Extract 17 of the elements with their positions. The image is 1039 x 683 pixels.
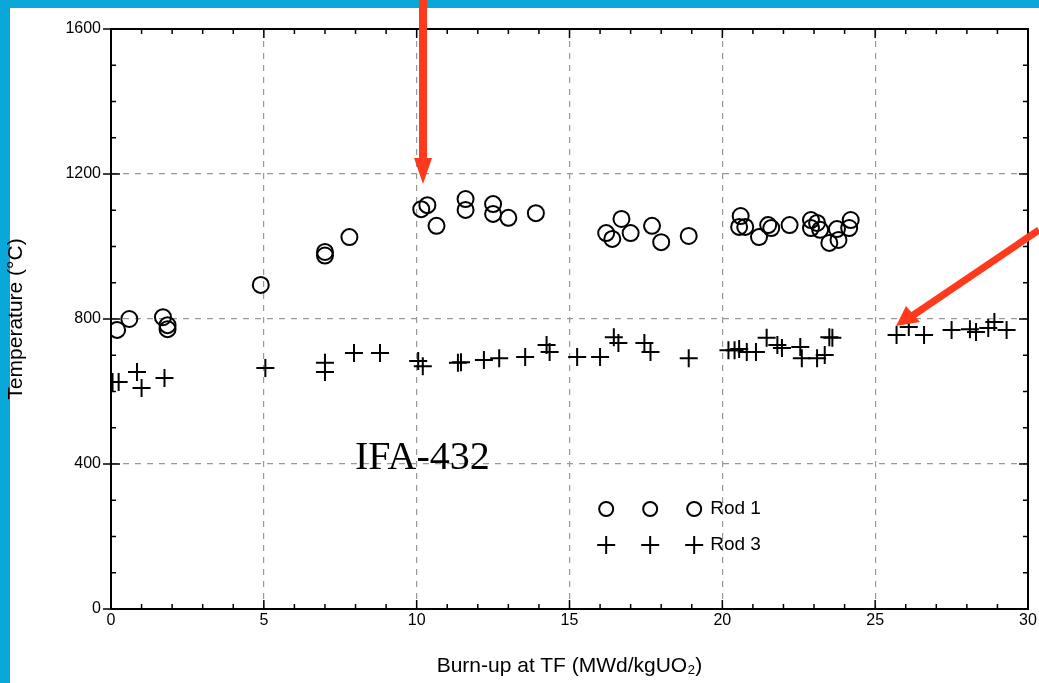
x-tick-label: 10 [407, 611, 426, 629]
x-tick-label: 5 [259, 611, 269, 629]
y-tick-label: 1200 [65, 164, 102, 182]
y-tick-label: 0 [92, 599, 102, 617]
x-tick-label: 25 [866, 611, 885, 629]
legend-label: Rod 1 [710, 497, 761, 519]
y-tick-label: 1600 [65, 19, 102, 37]
y-axis-title: Temperature (°C) [3, 238, 27, 400]
x-tick-label: 0 [106, 611, 116, 629]
legend-label: Rod 3 [710, 533, 761, 555]
annotation: IFA-432 [355, 432, 490, 478]
x-tick-label: 15 [560, 611, 579, 629]
x-axis-title: Burn-up at TF (MWd/kgUO₂) [436, 653, 703, 677]
y-tick-label: 800 [74, 309, 102, 327]
x-tick-label: 20 [713, 611, 732, 629]
y-tick-label: 400 [74, 454, 102, 472]
x-tick-label: 30 [1019, 611, 1037, 629]
